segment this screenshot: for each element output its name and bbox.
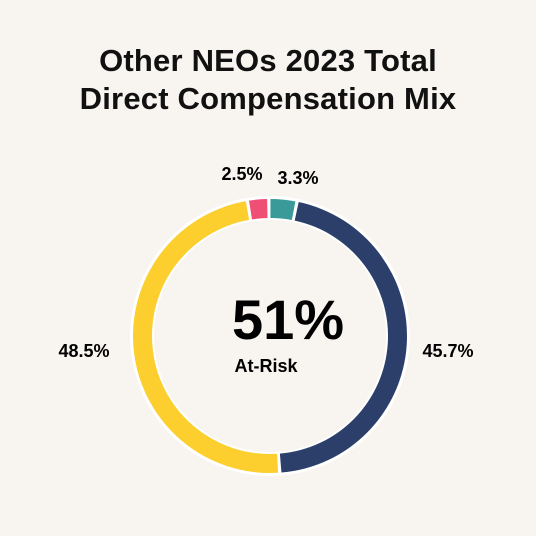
slice-label-1: 3.3% [277, 168, 318, 188]
center-value: 51% [232, 288, 344, 351]
chart-title-line-1: Other NEOs 2023 Total [99, 43, 437, 78]
donut-slice-2 [279, 202, 408, 473]
donut-slices [130, 196, 410, 476]
slice-label-3: 48.5% [58, 341, 109, 361]
donut-slice-3 [133, 201, 279, 473]
center-label: At-Risk [234, 356, 298, 376]
slice-label-0: 2.5% [221, 164, 262, 184]
donut-slice-0 [249, 199, 268, 220]
chart-title: Other NEOs 2023 Total Direct Compensatio… [0, 42, 536, 118]
chart-title-line-2: Direct Compensation Mix [79, 81, 457, 116]
donut-slice-1 [270, 199, 296, 221]
slice-label-2: 45.7% [422, 341, 473, 361]
slice-labels: 2.5% 3.3% 45.7% 48.5% [58, 164, 473, 361]
